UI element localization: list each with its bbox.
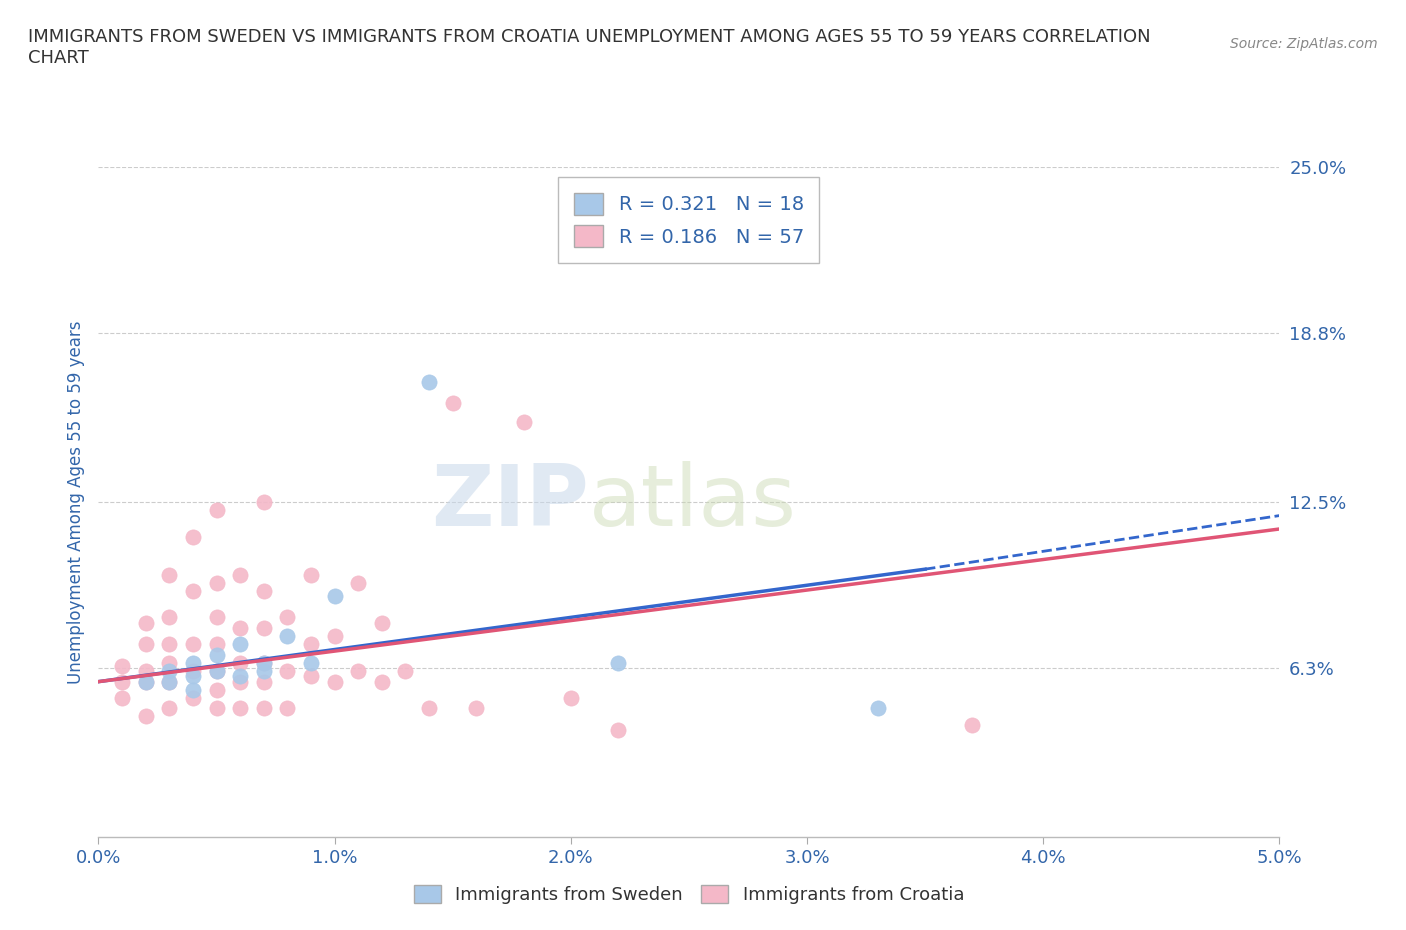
Point [205, 503, 228, 518]
Point [111, 690, 134, 705]
Point [253, 656, 276, 671]
Point [157, 701, 180, 716]
Point [229, 637, 252, 652]
Point [229, 701, 252, 716]
Point [229, 669, 252, 684]
Point [181, 529, 204, 544]
Point [512, 415, 534, 430]
Point [299, 656, 322, 671]
Point [205, 647, 228, 662]
Point [276, 610, 298, 625]
Point [347, 575, 370, 590]
Point [299, 669, 322, 684]
Point [111, 674, 134, 689]
Point [229, 656, 252, 671]
Point [135, 674, 157, 689]
Point [465, 701, 488, 716]
Point [253, 701, 276, 716]
Point [205, 683, 228, 698]
Point [205, 663, 228, 678]
Point [418, 701, 440, 716]
Point [253, 674, 276, 689]
Point [157, 674, 180, 689]
Point [135, 674, 157, 689]
Point [181, 637, 204, 652]
Point [253, 620, 276, 635]
Point [371, 616, 394, 631]
Point [418, 374, 440, 389]
Point [205, 701, 228, 716]
Point [323, 589, 346, 604]
Point [607, 656, 630, 671]
Point [962, 717, 984, 732]
Point [607, 723, 630, 737]
Point [157, 674, 180, 689]
Point [253, 495, 276, 510]
Point [181, 669, 204, 684]
Point [205, 610, 228, 625]
Point [111, 658, 134, 673]
Point [347, 663, 370, 678]
Y-axis label: Unemployment Among Ages 55 to 59 years: Unemployment Among Ages 55 to 59 years [66, 321, 84, 684]
Point [323, 629, 346, 644]
Point [276, 629, 298, 644]
Point [157, 663, 180, 678]
Text: atlas: atlas [589, 460, 797, 544]
Point [157, 637, 180, 652]
Point [276, 701, 298, 716]
Point [181, 683, 204, 698]
Point [135, 616, 157, 631]
Point [229, 674, 252, 689]
Point [181, 690, 204, 705]
Point [394, 663, 416, 678]
Point [205, 575, 228, 590]
Point [299, 637, 322, 652]
Point [560, 690, 582, 705]
Point [229, 567, 252, 582]
Point [253, 663, 276, 678]
Point [371, 674, 394, 689]
Text: IMMIGRANTS FROM SWEDEN VS IMMIGRANTS FROM CROATIA UNEMPLOYMENT AMONG AGES 55 TO : IMMIGRANTS FROM SWEDEN VS IMMIGRANTS FRO… [28, 28, 1150, 67]
Point [205, 663, 228, 678]
Point [157, 610, 180, 625]
Text: Source: ZipAtlas.com: Source: ZipAtlas.com [1230, 37, 1378, 51]
Point [181, 583, 204, 598]
Point [157, 567, 180, 582]
Point [299, 567, 322, 582]
Point [253, 656, 276, 671]
Point [276, 663, 298, 678]
Point [866, 701, 889, 716]
Point [229, 620, 252, 635]
Point [135, 637, 157, 652]
Point [135, 663, 157, 678]
Point [157, 656, 180, 671]
Point [135, 709, 157, 724]
Point [181, 663, 204, 678]
Text: ZIP: ZIP [430, 460, 589, 544]
Point [441, 395, 464, 410]
Point [253, 583, 276, 598]
Legend: Immigrants from Sweden, Immigrants from Croatia: Immigrants from Sweden, Immigrants from … [404, 874, 974, 915]
Point [181, 656, 204, 671]
Point [323, 674, 346, 689]
Point [205, 637, 228, 652]
